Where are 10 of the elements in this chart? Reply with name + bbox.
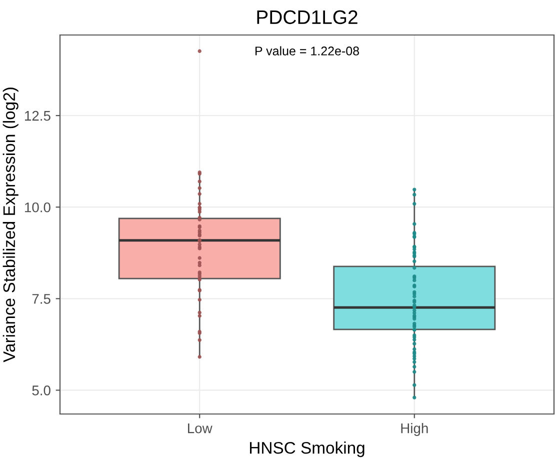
y-tick-label: 10.0 [25,202,50,212]
x-tick-label: High [401,423,428,436]
y-tick-label: 5.0 [32,386,50,396]
y-tick-label: 7.5 [32,294,50,304]
x-axis-title: HNSC Smoking [250,442,364,458]
chart-title: PDCD1LG2 [257,10,358,24]
y-axis-title: Variance Stabilized Expression (log2) [2,88,18,362]
x-tick-label: Low [188,424,212,434]
annotation: P value = 1.22e-08 [255,46,359,56]
y-tick-label: 12.5 [25,110,50,121]
